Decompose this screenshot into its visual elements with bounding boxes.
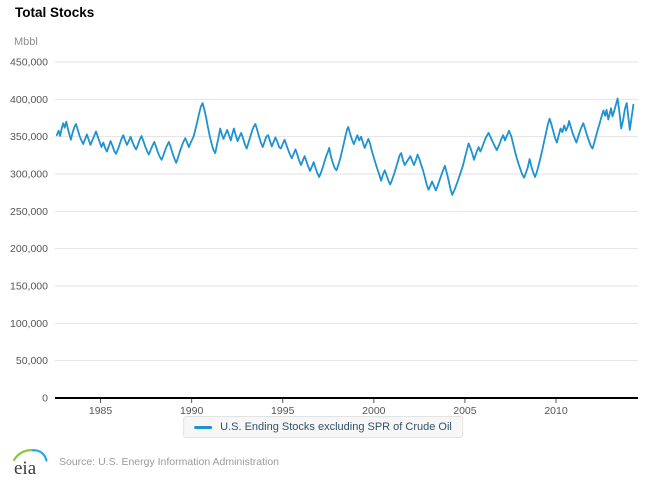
y-axis-label: 200,000 bbox=[10, 243, 48, 255]
x-axis-label: 1995 bbox=[271, 405, 295, 417]
y-axis-label: 450,000 bbox=[10, 57, 48, 69]
series-line[interactable] bbox=[55, 97, 635, 196]
x-axis-label: 1985 bbox=[89, 405, 113, 417]
y-axis-label: 150,000 bbox=[10, 281, 48, 293]
y-axis-label: 300,000 bbox=[10, 169, 48, 181]
y-axis-label: 0 bbox=[42, 393, 48, 405]
source-attribution: Source: U.S. Energy Information Administ… bbox=[59, 456, 280, 468]
x-axis-label: 1990 bbox=[180, 405, 204, 417]
x-axis-label: 2005 bbox=[453, 405, 477, 417]
y-axis-label: 350,000 bbox=[10, 131, 48, 143]
y-axis-label: 250,000 bbox=[10, 206, 48, 218]
chart-title: Total Stocks bbox=[15, 5, 95, 20]
x-axis-label: 2000 bbox=[362, 405, 386, 417]
y-axis-label: 400,000 bbox=[10, 94, 48, 106]
legend-series-label: U.S. Ending Stocks excluding SPR of Crud… bbox=[220, 421, 452, 433]
x-axis-label: 2010 bbox=[544, 405, 568, 417]
eia-logo: eia bbox=[12, 449, 48, 478]
footer: eia Source: U.S. Energy Information Admi… bbox=[10, 446, 279, 478]
y-axis-label: 50,000 bbox=[16, 355, 48, 367]
legend-line-swatch bbox=[194, 425, 213, 429]
y-axis-unit-label: Mbbl bbox=[14, 36, 38, 48]
legend-item[interactable]: U.S. Ending Stocks excluding SPR of Crud… bbox=[183, 416, 463, 438]
y-axis-label: 100,000 bbox=[10, 318, 48, 330]
eia-logo-text: eia bbox=[14, 458, 37, 478]
eia-logo-blue-swoosh bbox=[31, 449, 48, 462]
